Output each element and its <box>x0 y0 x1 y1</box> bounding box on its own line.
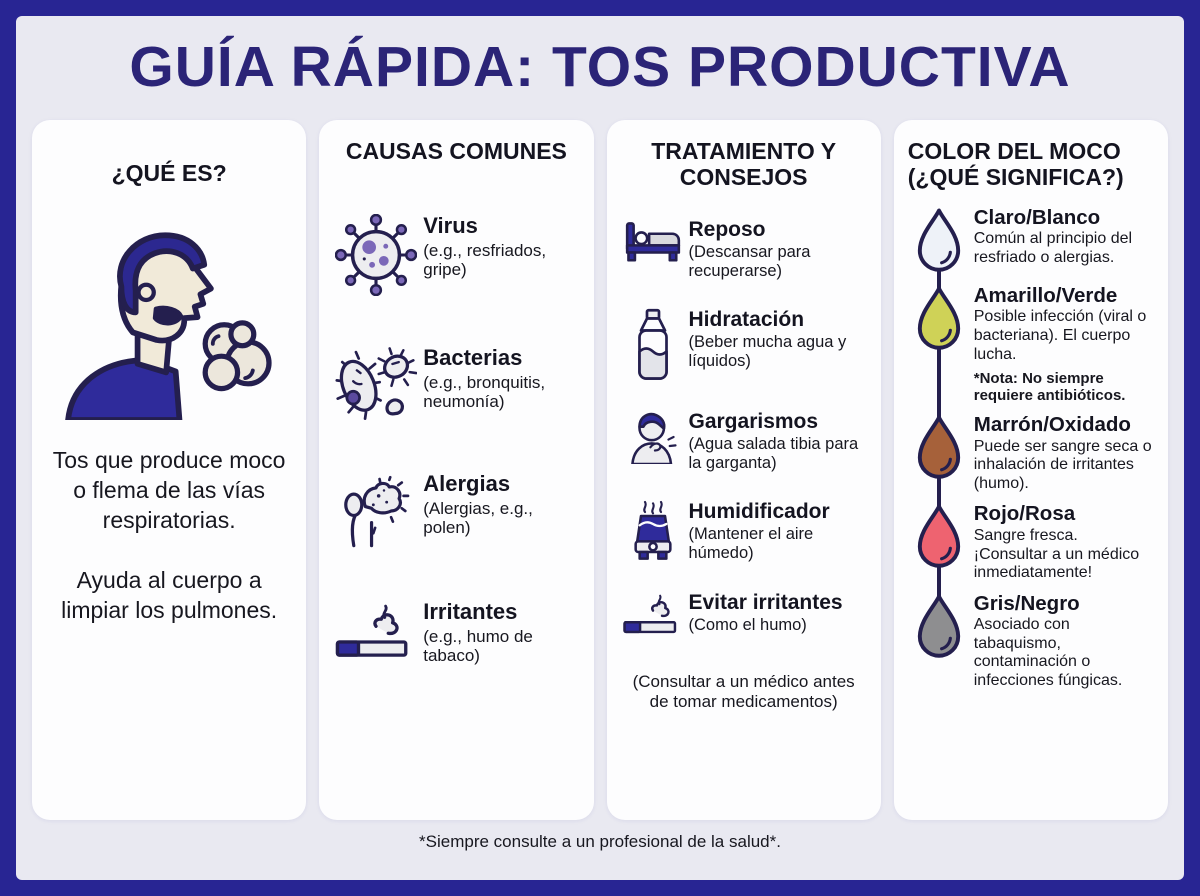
mucus-desc: Asociado con tabaquismo, contaminación o… <box>973 616 1123 689</box>
cause-subtitle: (Alergias, e.g., polen) <box>423 498 533 538</box>
treat-item-reposo: Reposo (Descansar para recuperarse) <box>621 218 867 281</box>
treat-subtitle: (Beber mucha agua y líquidos) <box>688 333 847 370</box>
droplet-icon <box>908 285 970 353</box>
mucus-desc: Posible infección (viral o bacteriana). … <box>973 308 1147 363</box>
mucus-title: Rojo/Rosa <box>973 502 1076 526</box>
coughing-man-icon <box>53 220 285 424</box>
mucus-title: Marrón/Oxidado <box>973 413 1131 437</box>
treat-title: Evitar irritantes <box>688 590 843 614</box>
treat-subtitle: (Mantener el aire húmedo) <box>688 525 814 562</box>
mucus-desc: Común al principio del resfriado o alerg… <box>973 230 1133 266</box>
bacteria-icon <box>333 346 419 422</box>
que-es-paragraph-1: Tos que produce moco o flema de las vías… <box>52 447 286 534</box>
mucus-item-gris-negro: Gris/Negro Asociado con tabaquismo, cont… <box>908 591 1154 691</box>
cause-item-virus: Virus (e.g., resfriados, gripe) <box>333 213 579 297</box>
mucus-item-rojo-rosa: Rojo/Rosa Sangre fresca. ¡Consultar a un… <box>908 503 1154 582</box>
causas-heading: CAUSAS COMUNES <box>345 138 567 164</box>
mucus-item-claro-blanco: Claro/Blanco Común al principio del resf… <box>908 205 1154 275</box>
treat-item-humidificador: Humidificador (Mantener el aire húmedo) <box>621 500 867 564</box>
treat-title: Reposo <box>688 217 766 241</box>
cause-item-bacterias: Bacterias (e.g., bronquitis, neumonía) <box>333 346 579 422</box>
mucus-title: Amarillo/Verde <box>973 283 1118 307</box>
card-tratamiento: TRATAMIENTO Y CONSEJOS <box>606 120 881 820</box>
mucus-desc: Puede ser sangre seca o inhalación de ir… <box>973 437 1152 492</box>
card-que-es: ¿QUÉ ES? <box>32 120 307 820</box>
mucus-item-marron-oxidado: Marrón/Oxidado Puede ser sangre seca o i… <box>908 414 1154 493</box>
treat-item-hidratacion: Hidratación (Beber mucha agua y líquidos… <box>621 308 867 383</box>
tratamiento-note: (Consultar a un médico antes de tomar me… <box>632 671 855 712</box>
mucus-note: *Nota: No siempre requiere antibióticos. <box>973 370 1126 405</box>
mucus-desc: Sangre fresca. ¡Consultar a un médico in… <box>973 526 1140 582</box>
humidifier-icon <box>621 500 685 564</box>
card-color-moco: COLOR DEL MOCO (¿QUÉ SIGNIFICA?) Claro/B… <box>893 120 1168 820</box>
cause-title: Alergias <box>423 471 511 497</box>
virus-icon <box>333 214 419 297</box>
droplet-icon <box>908 503 970 571</box>
droplet-icon <box>908 593 970 661</box>
card-causas: CAUSAS COMUNES <box>319 120 594 820</box>
infographic-body: GUÍA RÁPIDA: TOS PRODUCTIVA ¿QUÉ ES? <box>16 16 1184 880</box>
mucus-title: Gris/Negro <box>973 591 1080 615</box>
cause-title: Virus <box>423 213 478 239</box>
que-es-paragraph-2: Ayuda al cuerpo a limpiar los pulmones. <box>61 567 278 623</box>
gargle-person-icon <box>621 410 685 464</box>
color-moco-heading: COLOR DEL MOCO (¿QUÉ SIGNIFICA?) <box>907 138 1124 191</box>
treat-title: Humidificador <box>688 499 830 523</box>
cause-title: Bacterias <box>423 345 523 371</box>
treat-title: Hidratación <box>688 307 805 331</box>
treat-subtitle: (Agua salada tibia para la garganta) <box>688 435 859 472</box>
treat-item-evitar-irritantes: Evitar irritantes (Como el humo) <box>621 591 867 638</box>
water-bottle-icon <box>621 308 685 383</box>
treat-title: Gargarismos <box>688 409 819 433</box>
columns: ¿QUÉ ES? <box>32 120 1168 820</box>
cigarette-icon <box>621 591 685 638</box>
cause-item-alergias: Alergias (Alergias, e.g., polen) <box>333 472 579 550</box>
bed-rest-icon <box>621 218 685 265</box>
treat-subtitle: (Como el humo) <box>688 616 807 635</box>
treat-item-gargarismos: Gargarismos (Agua salada tibia para la g… <box>621 410 867 473</box>
mucus-item-amarillo-verde: Amarillo/Verde Posible infección (viral … <box>908 283 1154 405</box>
tratamiento-heading: TRATAMIENTO Y CONSEJOS <box>651 138 837 191</box>
mucus-color-scale: Claro/Blanco Común al principio del resf… <box>908 205 1154 691</box>
cause-item-irritantes: Irritantes (e.g., humo de tabaco) <box>333 600 579 665</box>
footer-disclaimer: *Siempre consulte a un profesional de la… <box>419 832 781 851</box>
cause-subtitle: (e.g., humo de tabaco) <box>423 626 533 666</box>
cause-title: Irritantes <box>423 599 518 625</box>
mucus-title: Claro/Blanco <box>973 205 1101 229</box>
cause-subtitle: (e.g., resfriados, gripe) <box>423 240 547 280</box>
droplet-icon <box>908 207 970 275</box>
page-title: GUÍA RÁPIDA: TOS PRODUCTIVA <box>129 35 1071 99</box>
cause-subtitle: (e.g., bronquitis, neumonía) <box>423 372 546 412</box>
cigarette-icon <box>333 600 419 663</box>
allergy-pollen-icon <box>333 472 419 550</box>
treat-subtitle: (Descansar para recuperarse) <box>688 242 811 280</box>
que-es-heading: ¿QUÉ ES? <box>111 160 227 186</box>
droplet-icon <box>908 414 970 482</box>
